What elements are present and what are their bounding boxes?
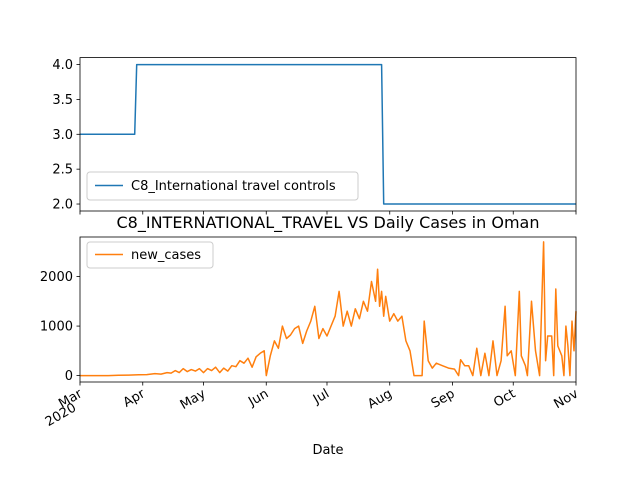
- panel1-y-tick-label: 3.0: [52, 128, 73, 143]
- panel2-x-tick-label: May: [178, 386, 209, 413]
- panel1-plot-area: [80, 63, 576, 205]
- panel2-y-axis: 0 1000 2000: [40, 270, 80, 384]
- chart-title: C8_INTERNATIONAL_TRAVEL VS Daily Cases i…: [117, 213, 540, 233]
- panel1-x-axis: [79, 211, 577, 215]
- panel1-legend-label: C8_International travel controls: [131, 179, 336, 194]
- panel2-legend-label: new_cases: [131, 248, 201, 263]
- panel2-x-tick-label: Aug: [365, 386, 394, 412]
- travel-controls-line: [80, 63, 576, 205]
- panel2-x-tick-label: Jul: [310, 386, 332, 407]
- panel2-y-tick-label: 2000: [40, 270, 73, 285]
- new-cases-line: [80, 241, 577, 377]
- panel1-y-tick-label: 2.0: [52, 198, 73, 213]
- panel2-x-tick-label: Apr: [121, 386, 149, 411]
- panel2-frame: [79, 236, 577, 383]
- travel-controls-panel: 2.0 2.5 3.0 3.5 4.0 C8_International travel …: [52, 57, 577, 215]
- panel2-y-tick-label: 0: [65, 369, 73, 384]
- panel2-plot-area: [80, 241, 577, 377]
- panel1-y-tick-label: 3.5: [52, 93, 73, 108]
- x-axis-label: Date: [312, 443, 343, 458]
- panel2-y-tick-label: 1000: [40, 320, 73, 335]
- daily-cases-panel: C8_INTERNATIONAL_TRAVEL VS Daily Cases i…: [40, 213, 581, 458]
- panel2-x-tick-label: Oct: [491, 386, 518, 410]
- panel1-y-tick-label: 4.0: [52, 58, 73, 73]
- panel1-legend: C8_International travel controls: [86, 171, 359, 201]
- panel1-y-tick-label: 2.5: [52, 163, 73, 178]
- panel2-x-tick-label: Nov: [552, 386, 582, 412]
- panel2-legend: new_cases: [86, 241, 214, 269]
- panel1-legend-box: [86, 171, 359, 201]
- panel2-x-tick-label: Sep: [429, 386, 458, 411]
- panel1-frame: [79, 57, 577, 212]
- panel2-x-tick-label: Jun: [245, 386, 271, 410]
- panel2-legend-box: [86, 241, 214, 269]
- panel1-y-axis: 2.0 2.5 3.0 3.5 4.0: [52, 58, 80, 213]
